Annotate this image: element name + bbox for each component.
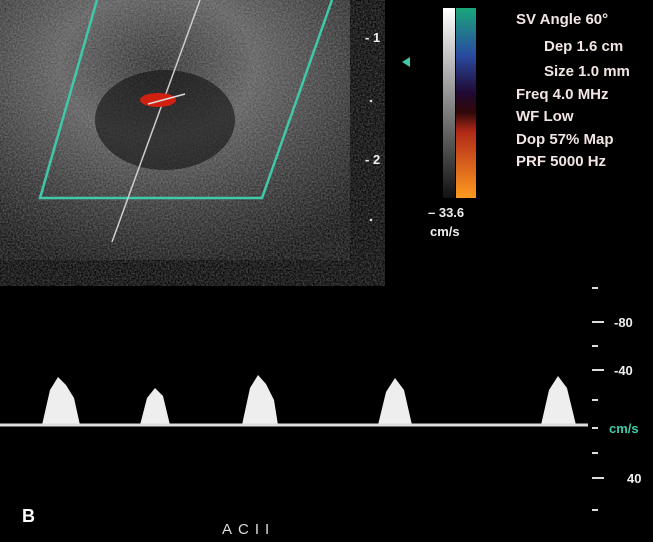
depth-marker: - 2 [365,152,380,167]
velocity-unit: cm/s [609,421,639,436]
setting: PRF 5000 Hz [516,153,606,170]
ultrasound-screen: - 1 - 2 – 33.6 cm/s SV Angle 60° Dep 1.6… [0,0,653,542]
gray-bar [443,8,455,198]
color-bar [456,8,476,198]
setting: Size 1.0 mm [544,63,630,80]
panel-label: B [22,506,35,526]
depth-marker: - 1 [365,30,380,45]
color-scale-limit: – 33.6 [428,205,464,220]
setting: Dep 1.6 cm [544,38,623,55]
caption: ACII [222,521,275,538]
velocity-ticks [592,288,604,510]
settings: SV Angle 60° Dep 1.6 cm Size 1.0 mm Freq… [516,11,630,170]
velocity-label: 40 [627,471,641,486]
velocity-label: -40 [614,363,633,378]
setting: SV Angle 60° [516,11,608,28]
setting: Dop 57% Map [516,131,614,148]
velocity-label: -80 [614,315,633,330]
setting: WF Low [516,108,574,125]
b-mode-image [0,0,350,260]
color-scale-unit: cm/s [430,224,460,239]
setting: Freq 4.0 MHz [516,86,609,103]
spectral-waveform [42,375,576,425]
